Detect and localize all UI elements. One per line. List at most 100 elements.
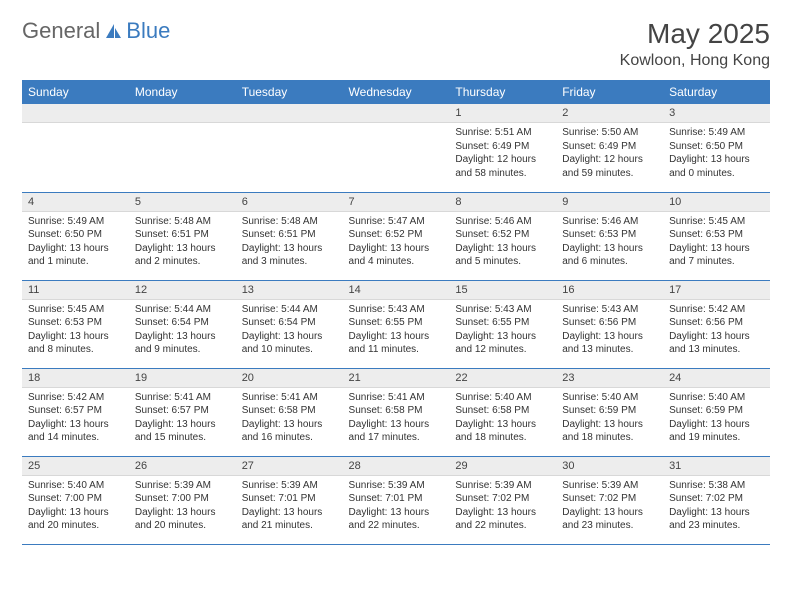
- sunrise-text: Sunrise: 5:45 AM: [669, 215, 764, 229]
- day-header: Saturday: [663, 80, 770, 104]
- daylight-text: Daylight: 13 hours and 18 minutes.: [562, 418, 657, 445]
- day-number: [236, 104, 343, 123]
- sunset-text: Sunset: 6:52 PM: [455, 228, 550, 242]
- calendar-cell: 22Sunrise: 5:40 AMSunset: 6:58 PMDayligh…: [449, 368, 556, 456]
- daylight-text: Daylight: 13 hours and 7 minutes.: [669, 242, 764, 269]
- calendar-cell: 26Sunrise: 5:39 AMSunset: 7:00 PMDayligh…: [129, 456, 236, 544]
- sunset-text: Sunset: 6:54 PM: [242, 316, 337, 330]
- day-number: 20: [236, 369, 343, 388]
- day-number: 7: [343, 193, 450, 212]
- calendar-cell: 25Sunrise: 5:40 AMSunset: 7:00 PMDayligh…: [22, 456, 129, 544]
- day-number: 2: [556, 104, 663, 123]
- sunset-text: Sunset: 7:01 PM: [349, 492, 444, 506]
- day-number: 14: [343, 281, 450, 300]
- sunrise-text: Sunrise: 5:48 AM: [135, 215, 230, 229]
- day-number: 27: [236, 457, 343, 476]
- daylight-text: Daylight: 13 hours and 8 minutes.: [28, 330, 123, 357]
- day-number: 16: [556, 281, 663, 300]
- calendar-cell: 29Sunrise: 5:39 AMSunset: 7:02 PMDayligh…: [449, 456, 556, 544]
- day-body: [22, 123, 129, 129]
- logo-sail-icon: [104, 22, 124, 40]
- day-body: Sunrise: 5:43 AMSunset: 6:55 PMDaylight:…: [343, 300, 450, 360]
- sunrise-text: Sunrise: 5:46 AM: [455, 215, 550, 229]
- day-header: Monday: [129, 80, 236, 104]
- sunset-text: Sunset: 6:53 PM: [28, 316, 123, 330]
- day-number: 10: [663, 193, 770, 212]
- daylight-text: Daylight: 13 hours and 9 minutes.: [135, 330, 230, 357]
- daylight-text: Daylight: 12 hours and 59 minutes.: [562, 153, 657, 180]
- day-body: Sunrise: 5:45 AMSunset: 6:53 PMDaylight:…: [22, 300, 129, 360]
- daylight-text: Daylight: 13 hours and 22 minutes.: [349, 506, 444, 533]
- day-body: Sunrise: 5:48 AMSunset: 6:51 PMDaylight:…: [129, 212, 236, 272]
- sunset-text: Sunset: 6:58 PM: [349, 404, 444, 418]
- daylight-text: Daylight: 13 hours and 23 minutes.: [669, 506, 764, 533]
- day-body: Sunrise: 5:44 AMSunset: 6:54 PMDaylight:…: [129, 300, 236, 360]
- day-number: 29: [449, 457, 556, 476]
- day-body: Sunrise: 5:42 AMSunset: 6:56 PMDaylight:…: [663, 300, 770, 360]
- daylight-text: Daylight: 13 hours and 6 minutes.: [562, 242, 657, 269]
- sunrise-text: Sunrise: 5:38 AM: [669, 479, 764, 493]
- logo: General Blue: [22, 18, 170, 44]
- day-body: Sunrise: 5:39 AMSunset: 7:01 PMDaylight:…: [343, 476, 450, 536]
- day-body: Sunrise: 5:39 AMSunset: 7:02 PMDaylight:…: [449, 476, 556, 536]
- day-body: Sunrise: 5:47 AMSunset: 6:52 PMDaylight:…: [343, 212, 450, 272]
- day-number: 12: [129, 281, 236, 300]
- month-title: May 2025: [620, 18, 770, 50]
- day-number: 17: [663, 281, 770, 300]
- calendar-cell: 15Sunrise: 5:43 AMSunset: 6:55 PMDayligh…: [449, 280, 556, 368]
- day-number: 25: [22, 457, 129, 476]
- sunset-text: Sunset: 6:58 PM: [455, 404, 550, 418]
- day-body: [343, 123, 450, 129]
- daylight-text: Daylight: 13 hours and 13 minutes.: [669, 330, 764, 357]
- sunset-text: Sunset: 6:53 PM: [562, 228, 657, 242]
- day-body: [129, 123, 236, 129]
- sunrise-text: Sunrise: 5:40 AM: [455, 391, 550, 405]
- day-body: Sunrise: 5:44 AMSunset: 6:54 PMDaylight:…: [236, 300, 343, 360]
- sunset-text: Sunset: 6:56 PM: [562, 316, 657, 330]
- day-body: Sunrise: 5:49 AMSunset: 6:50 PMDaylight:…: [663, 123, 770, 183]
- calendar-cell: [22, 104, 129, 192]
- calendar-cell: 28Sunrise: 5:39 AMSunset: 7:01 PMDayligh…: [343, 456, 450, 544]
- day-number: [343, 104, 450, 123]
- day-number: 15: [449, 281, 556, 300]
- calendar-week-row: 11Sunrise: 5:45 AMSunset: 6:53 PMDayligh…: [22, 280, 770, 368]
- sunset-text: Sunset: 6:59 PM: [562, 404, 657, 418]
- day-header: Tuesday: [236, 80, 343, 104]
- daylight-text: Daylight: 13 hours and 18 minutes.: [455, 418, 550, 445]
- sunset-text: Sunset: 6:57 PM: [135, 404, 230, 418]
- sunset-text: Sunset: 7:02 PM: [562, 492, 657, 506]
- daylight-text: Daylight: 13 hours and 17 minutes.: [349, 418, 444, 445]
- sunrise-text: Sunrise: 5:43 AM: [562, 303, 657, 317]
- sunset-text: Sunset: 6:50 PM: [28, 228, 123, 242]
- day-body: Sunrise: 5:45 AMSunset: 6:53 PMDaylight:…: [663, 212, 770, 272]
- calendar-cell: 6Sunrise: 5:48 AMSunset: 6:51 PMDaylight…: [236, 192, 343, 280]
- sunrise-text: Sunrise: 5:41 AM: [242, 391, 337, 405]
- daylight-text: Daylight: 13 hours and 15 minutes.: [135, 418, 230, 445]
- sunrise-text: Sunrise: 5:50 AM: [562, 126, 657, 140]
- sunset-text: Sunset: 6:52 PM: [349, 228, 444, 242]
- day-body: Sunrise: 5:43 AMSunset: 6:55 PMDaylight:…: [449, 300, 556, 360]
- sunset-text: Sunset: 7:02 PM: [669, 492, 764, 506]
- calendar-cell: 7Sunrise: 5:47 AMSunset: 6:52 PMDaylight…: [343, 192, 450, 280]
- calendar-cell: 19Sunrise: 5:41 AMSunset: 6:57 PMDayligh…: [129, 368, 236, 456]
- calendar-cell: 10Sunrise: 5:45 AMSunset: 6:53 PMDayligh…: [663, 192, 770, 280]
- day-header: Wednesday: [343, 80, 450, 104]
- day-body: Sunrise: 5:42 AMSunset: 6:57 PMDaylight:…: [22, 388, 129, 448]
- calendar-cell: 2Sunrise: 5:50 AMSunset: 6:49 PMDaylight…: [556, 104, 663, 192]
- calendar-cell: 4Sunrise: 5:49 AMSunset: 6:50 PMDaylight…: [22, 192, 129, 280]
- sunrise-text: Sunrise: 5:49 AM: [669, 126, 764, 140]
- daylight-text: Daylight: 13 hours and 22 minutes.: [455, 506, 550, 533]
- logo-text-right: Blue: [126, 18, 170, 44]
- daylight-text: Daylight: 13 hours and 21 minutes.: [242, 506, 337, 533]
- day-header: Thursday: [449, 80, 556, 104]
- sunrise-text: Sunrise: 5:49 AM: [28, 215, 123, 229]
- calendar-cell: 5Sunrise: 5:48 AMSunset: 6:51 PMDaylight…: [129, 192, 236, 280]
- day-body: Sunrise: 5:43 AMSunset: 6:56 PMDaylight:…: [556, 300, 663, 360]
- day-body: Sunrise: 5:39 AMSunset: 7:02 PMDaylight:…: [556, 476, 663, 536]
- sunrise-text: Sunrise: 5:46 AM: [562, 215, 657, 229]
- daylight-text: Daylight: 13 hours and 19 minutes.: [669, 418, 764, 445]
- sunrise-text: Sunrise: 5:44 AM: [135, 303, 230, 317]
- daylight-text: Daylight: 13 hours and 4 minutes.: [349, 242, 444, 269]
- daylight-text: Daylight: 13 hours and 3 minutes.: [242, 242, 337, 269]
- sunset-text: Sunset: 6:59 PM: [669, 404, 764, 418]
